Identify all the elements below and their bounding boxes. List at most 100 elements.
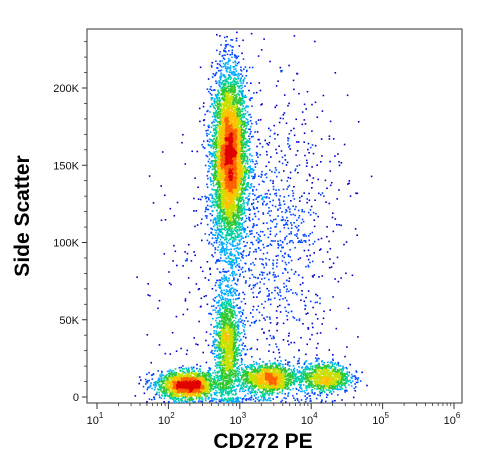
event-dot [217,174,220,177]
event-dot [218,143,221,146]
event-dot [234,136,237,139]
event-dot [208,90,210,93]
event-dot [221,137,224,139]
event-dot [234,168,237,171]
event-dot [214,93,217,96]
event-dot [217,132,220,134]
event-dot [241,207,243,210]
event-dot [243,114,246,116]
event-dot [241,168,243,170]
event-dot [222,161,225,163]
event-dot [238,198,241,201]
event-dot [229,67,232,69]
event-dot [236,220,239,223]
event-dot [233,236,235,239]
event-dot [236,153,238,156]
event-dot [254,175,256,177]
event-dot [236,172,239,175]
event-dot [213,204,216,206]
event-dot [235,94,237,97]
event-dot [226,99,228,101]
event-dot [242,160,245,163]
event-dot [222,168,225,170]
event-dot [213,142,216,145]
event-dot [220,152,222,155]
event-dot [220,137,222,140]
event-dot [236,156,238,158]
event-dot [234,180,236,183]
event-dot [237,223,240,226]
event-dot [229,181,231,183]
event-dot [224,65,227,68]
event-dot [233,131,235,133]
event-dot [233,113,236,115]
event-dot [215,139,217,142]
event-dot [232,171,235,173]
event-dot [229,145,232,148]
event-dot [241,178,244,181]
event-dot [237,164,240,166]
event-dot [214,262,217,264]
event-dot [218,165,221,168]
event-dot [219,222,221,225]
event-dot [217,218,220,220]
event-dot [223,104,225,107]
event-dot [232,72,235,74]
event-dot [216,237,218,240]
event-dot [226,173,229,175]
event-dot [236,199,238,201]
event-dot [231,184,233,187]
event-dot [240,182,242,184]
event-dot [236,165,239,168]
event-dot [228,238,231,241]
event-dot [250,125,252,128]
event-dot [235,147,237,150]
event-dot [225,88,227,91]
event-dot [215,195,218,198]
event-dot [226,35,228,38]
event-dot [230,266,232,269]
event-dot [229,230,232,233]
event-dot [239,91,241,93]
event-dot [243,205,245,208]
event-dot [239,123,241,125]
event-dot [238,227,240,229]
event-dot [231,103,233,106]
event-dot [217,249,219,251]
event-dot [226,85,229,88]
event-dot [215,156,217,159]
event-dot [226,176,228,179]
event-dot [230,191,233,193]
event-dot [237,167,240,170]
event-dot [224,254,226,257]
event-dot [227,43,229,46]
event-dot [230,251,232,253]
event-dot [238,147,241,149]
event-dot [232,122,235,124]
event-dot [224,47,226,49]
event-dot [244,131,247,134]
event-dot [239,79,242,81]
event-dot [223,36,226,39]
event-dot [236,128,239,131]
event-dot [237,185,240,188]
event-dot [233,186,236,189]
event-dot [228,120,231,122]
event-dot [222,147,224,149]
event-dot [217,144,219,147]
event-dot [227,196,230,199]
event-dot [225,183,227,185]
event-dot [236,244,239,246]
event-dot [244,189,246,192]
event-dot [210,172,213,175]
event-dot [227,142,229,145]
event-dot [217,161,220,163]
event-dot [232,99,234,102]
event-dot [214,153,217,156]
event-dot [219,140,222,142]
event-dot [225,179,227,182]
event-dot [233,184,235,187]
event-dot [228,137,231,140]
event-dot [230,170,232,173]
event-dot [250,97,252,99]
